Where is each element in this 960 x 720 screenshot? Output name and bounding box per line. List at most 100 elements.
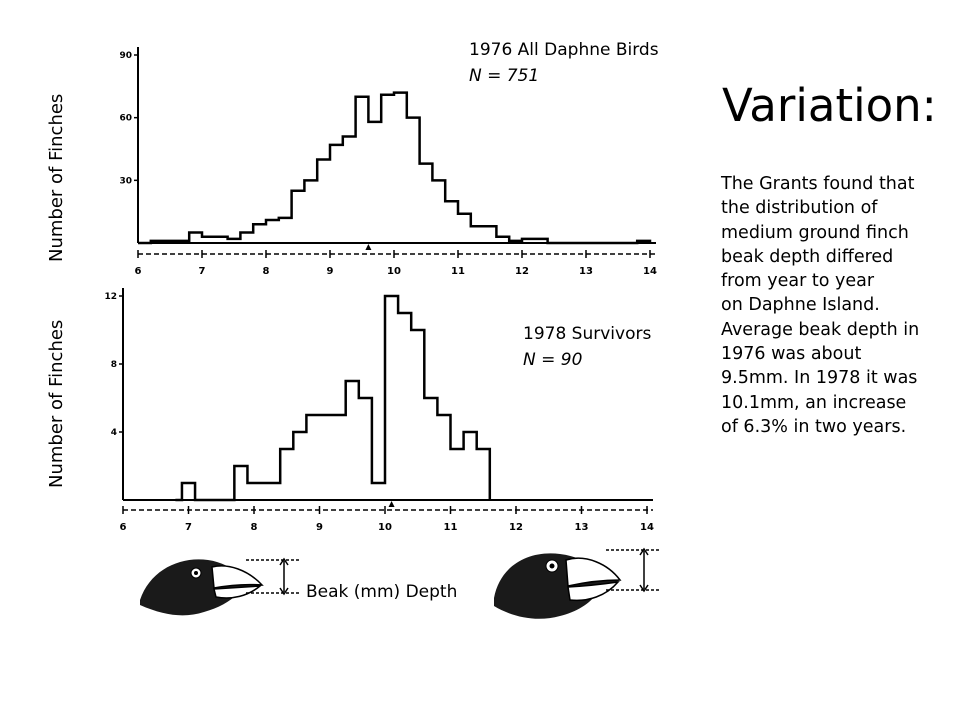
- histogram-bin: [451, 449, 464, 500]
- x-tick-label: 14: [643, 266, 657, 277]
- histogram-bin: [445, 201, 458, 243]
- histogram-bin: [306, 415, 319, 500]
- x-tick-label: 11: [451, 266, 465, 277]
- y-tick-label: 8: [111, 360, 117, 370]
- histogram-bin: [202, 237, 215, 243]
- beak-depth-label: Beak (mm) Depth: [306, 582, 458, 602]
- histogram-bin: [637, 241, 650, 243]
- finch-head-deep-beak: [494, 547, 660, 619]
- histogram-bin: [484, 226, 497, 243]
- annotation-n-1976: N = 751: [469, 66, 540, 86]
- histogram-bin: [240, 233, 253, 243]
- histogram-bin: [274, 483, 281, 500]
- histogram-bin: [292, 191, 305, 243]
- finch-head-small-beak: [140, 557, 300, 616]
- histogram-bin: [189, 233, 202, 243]
- histogram-bin: [407, 118, 420, 243]
- x-tick-label: 10: [378, 522, 392, 533]
- paragraph-line: from year to year: [721, 271, 875, 292]
- histogram-bin: [261, 483, 274, 500]
- histogram-bin: [381, 95, 394, 243]
- histogram-outline: [175, 294, 492, 502]
- mean-marker: [388, 501, 395, 507]
- y-tick-label: 60: [119, 114, 132, 124]
- annotation-n-1978: N = 90: [523, 350, 583, 370]
- annotation-title-1976: 1976 All Daphne Birds: [469, 40, 659, 60]
- histogram-bin: [535, 239, 548, 243]
- paragraph-line: beak depth differed: [721, 246, 894, 267]
- x-tick-label: 6: [120, 522, 127, 533]
- paragraph-line: 10.1mm, an increase: [721, 392, 907, 413]
- paragraph-line: Average beak depth in: [721, 319, 920, 340]
- x-tick-label: 7: [199, 266, 206, 277]
- histogram-bin: [151, 241, 164, 243]
- histogram-bin: [320, 415, 333, 500]
- x-tick-label: 10: [387, 266, 401, 277]
- paragraph-line: 1976 was about: [721, 344, 862, 365]
- paragraph-line: of 6.3% in two years.: [721, 416, 907, 437]
- histogram-bin: [522, 239, 535, 243]
- histogram-bin: [279, 218, 292, 243]
- histogram-bin: [343, 136, 356, 243]
- paragraph-line: medium ground finch: [721, 222, 909, 243]
- histogram-bin: [398, 313, 411, 500]
- histogram-bin: [359, 398, 372, 500]
- histogram-bin: [234, 466, 247, 500]
- histogram-bin: [293, 432, 306, 500]
- paragraph-line: the distribution of: [721, 198, 878, 219]
- x-tick-label: 12: [509, 522, 523, 533]
- histogram-bin: [253, 224, 266, 243]
- x-tick-label: 8: [263, 266, 270, 277]
- annotation-title-1978: 1978 Survivors: [523, 324, 652, 344]
- histogram-bin: [477, 449, 490, 500]
- y-tick-label: 90: [119, 51, 132, 61]
- x-tick-label: 13: [579, 266, 593, 277]
- histogram-bin: [280, 449, 293, 500]
- explanation-paragraph: The Grants found that the distribution o…: [721, 172, 956, 439]
- histogram-bin: [509, 241, 522, 243]
- x-tick-label: 9: [327, 266, 334, 277]
- x-tick-label: 8: [251, 522, 258, 533]
- paragraph-line: on Daphne Island.: [721, 295, 880, 316]
- histogram-outline: [138, 91, 652, 245]
- histogram-charts: 30 60 90 6 7 8 9 10 11 12 13 14 4 8 12 6 7 8 9 10 11 12 13 14: [104, 47, 660, 619]
- x-tick-label: 12: [515, 266, 529, 277]
- histogram-bin: [385, 296, 398, 500]
- histogram-bin: [394, 93, 407, 243]
- x-tick-label: 13: [575, 522, 589, 533]
- y-tick-label: 30: [119, 176, 132, 186]
- slide-title: Variation:: [722, 79, 937, 132]
- histogram-bin: [496, 237, 509, 243]
- histogram-bin: [266, 220, 279, 243]
- histogram-bin: [333, 415, 346, 500]
- histogram-bin: [471, 226, 484, 243]
- histogram-1978: 4 8 12 6 7 8 9 10 11 12 13 14: [104, 288, 654, 533]
- histogram-bin: [247, 483, 260, 500]
- paragraph-line: 9.5mm. In 1978 it was: [721, 368, 918, 389]
- histogram-bin: [304, 180, 317, 243]
- histogram-bin: [164, 241, 177, 243]
- histogram-bin: [420, 164, 433, 243]
- histogram-bin: [356, 97, 369, 243]
- histogram-bin: [372, 483, 385, 500]
- histogram-bin: [432, 180, 445, 243]
- x-tick-label: 11: [444, 522, 458, 533]
- chart-annotation-1976: 1976 All Daphne Birds N = 751: [469, 37, 659, 89]
- histogram-bin: [182, 483, 195, 500]
- mean-marker: [365, 244, 372, 250]
- x-tick-label: 7: [185, 522, 192, 533]
- histogram-bin: [330, 145, 343, 243]
- histogram-bin: [228, 239, 241, 243]
- histogram-bin: [368, 122, 381, 243]
- x-tick-label: 9: [316, 522, 323, 533]
- histogram-bin: [215, 237, 228, 243]
- x-tick-label: 14: [640, 522, 654, 533]
- y-tick-label: 4: [111, 428, 117, 438]
- chart-annotation-1978: 1978 Survivors N = 90: [523, 321, 651, 373]
- histogram-bin: [176, 241, 189, 243]
- histogram-bin: [317, 159, 330, 243]
- histogram-bin: [346, 381, 359, 500]
- histogram-bin: [411, 330, 424, 500]
- histogram-bin: [458, 214, 471, 243]
- y-tick-label: 12: [104, 292, 117, 302]
